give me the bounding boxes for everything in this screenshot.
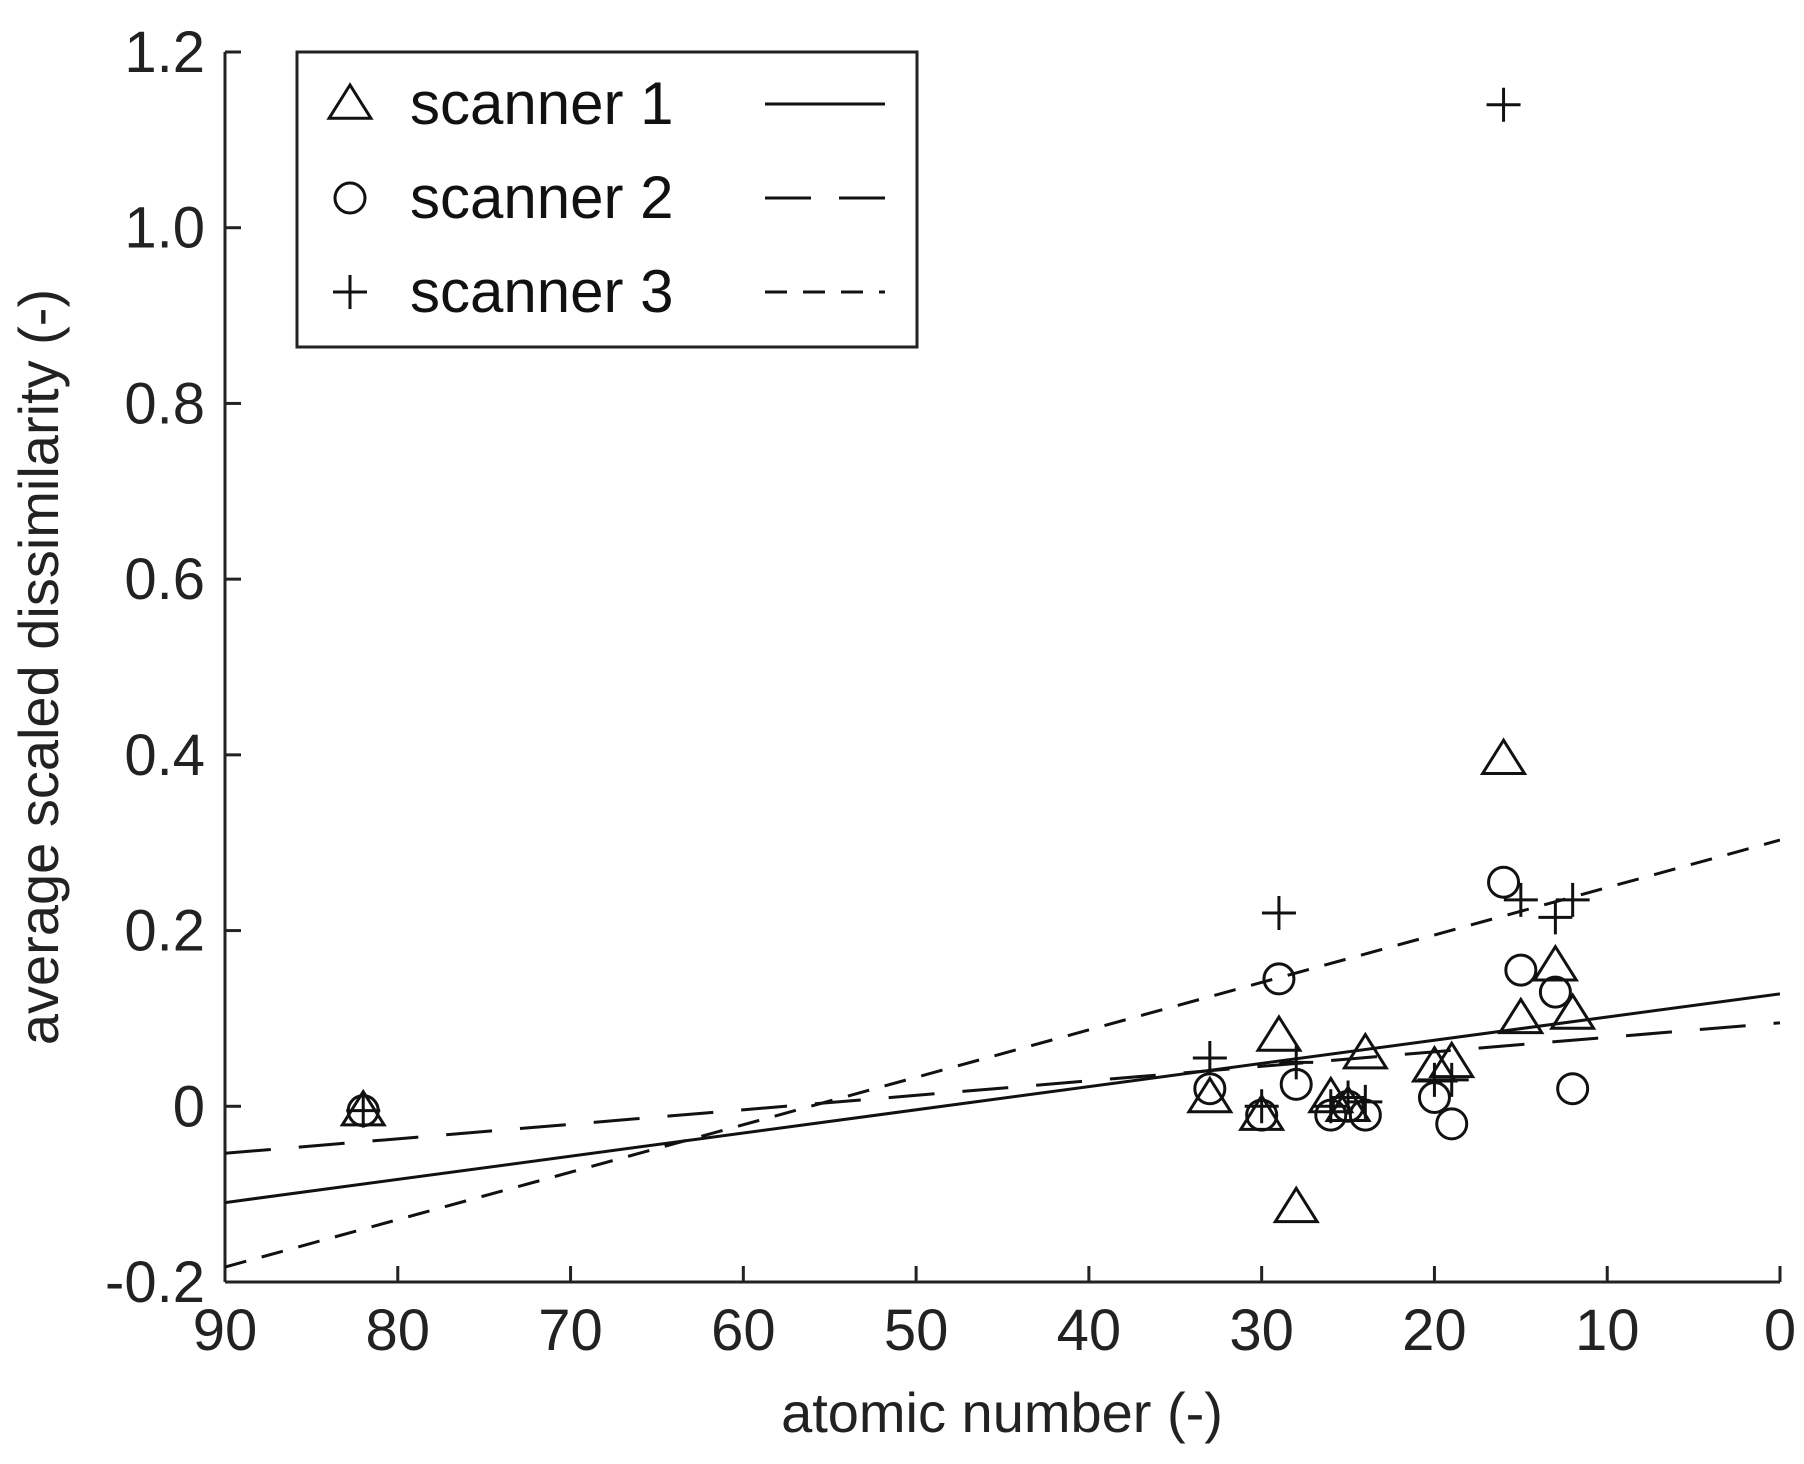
data-point-scanner-3 <box>1192 1040 1227 1075</box>
data-point-scanner-3 <box>1503 882 1538 917</box>
data-point-scanner-1 <box>1341 1031 1389 1070</box>
data-point-scanner-3 <box>1244 1089 1279 1124</box>
y-tick-label: 0 <box>173 1074 205 1139</box>
y-tick-label: 0.4 <box>124 723 205 788</box>
data-point-scanner-1 <box>1497 996 1545 1035</box>
legend-marker-scanner-1 <box>326 82 374 120</box>
y-tick-label: 1.2 <box>124 20 205 85</box>
data-point-scanner-3 <box>346 1093 381 1128</box>
legend-label: scanner 2 <box>410 164 674 231</box>
x-tick-label: 90 <box>193 1298 258 1363</box>
legend-label: scanner 3 <box>410 258 674 325</box>
data-point-scanner-2 <box>1435 1107 1469 1141</box>
y-tick-label: 1.0 <box>124 196 205 261</box>
fit-line-scanner-1 <box>225 992 1780 1205</box>
data-point-scanner-3 <box>1279 1045 1314 1080</box>
x-tick-label: 60 <box>711 1298 776 1363</box>
y-tick-label: -0.2 <box>105 1250 205 1315</box>
x-tick-label: 0 <box>1764 1298 1796 1363</box>
legend-marker-scanner-2 <box>333 181 367 215</box>
y-tick-label: 0.8 <box>124 371 205 436</box>
data-point-scanner-3 <box>1313 1089 1348 1124</box>
data-point-scanner-1 <box>1186 1075 1234 1114</box>
data-point-scanner-1 <box>1531 943 1580 982</box>
fit-line-scanner-3 <box>225 838 1780 1269</box>
legend-marker-scanner-3 <box>333 275 367 309</box>
x-tick-label: 80 <box>366 1298 431 1363</box>
legend-box <box>295 50 919 349</box>
legend: scanner 1 scanner 2 scanner 3 <box>295 50 919 349</box>
data-point-scanner-3 <box>1538 900 1573 935</box>
data-point-scanner-2 <box>1487 865 1521 899</box>
data-point-scanner-3 <box>1555 882 1590 917</box>
data-point-scanner-2 <box>1556 1072 1590 1106</box>
y-tick-label: 0.2 <box>124 899 205 964</box>
x-tick-label: 70 <box>538 1298 603 1363</box>
x-tick-label: 50 <box>884 1298 949 1363</box>
data-point-scanner-3 <box>1486 87 1521 122</box>
fit-lines <box>225 838 1780 1269</box>
axes: 90 80 70 60 50 40 30 20 10 0 1.2 1.0 0.8 0.6 0.4 0.2 0 -0… <box>105 20 1796 1363</box>
data-point-scanner-1 <box>1479 737 1528 775</box>
x-tick-label: 30 <box>1229 1298 1294 1363</box>
x-axis-title: atomic number (-) <box>781 1381 1223 1444</box>
data-point-scanner-3 <box>1348 1084 1383 1119</box>
data-point-scanner-3 <box>1331 1080 1366 1115</box>
x-tick-label: 10 <box>1575 1298 1640 1363</box>
y-tick-label: 0.6 <box>124 547 205 612</box>
fit-line-scanner-2 <box>225 1021 1780 1155</box>
y-axis-title: average scaled dissimilarity (-) <box>7 289 70 1045</box>
data-point-scanner-2 <box>1262 962 1296 996</box>
data-point-scanner-1 <box>1549 992 1597 1030</box>
data-point-scanner-3 <box>1434 1062 1469 1097</box>
data-point-scanner-1 <box>1255 1014 1303 1052</box>
data-point-scanner-2 <box>1504 953 1538 987</box>
data-point-scanner-1 <box>1272 1185 1320 1224</box>
data-point-scanner-2 <box>1538 975 1572 1009</box>
x-tick-label: 40 <box>1057 1298 1122 1363</box>
data-points <box>339 87 1597 1224</box>
data-point-scanner-3 <box>1261 896 1296 930</box>
x-tick-label: 20 <box>1402 1298 1467 1363</box>
legend-label: scanner 1 <box>410 70 674 137</box>
